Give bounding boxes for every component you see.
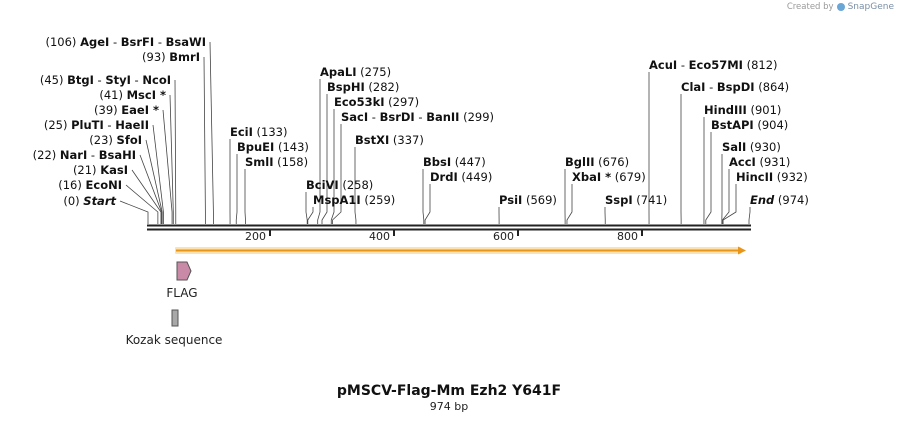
map-length-label: 974 bp (430, 400, 468, 413)
snapgene-credit: Created by SnapGene (787, 2, 894, 12)
site-leader-line (330, 109, 335, 224)
site-label-mspa1i[interactable]: MspA1I (259) (313, 193, 395, 207)
snapgene-logo-icon (836, 3, 845, 11)
tick-label-600: 600 (493, 230, 514, 243)
site-label-psii[interactable]: PsiI (569) (499, 193, 557, 207)
tick-label-200: 200 (245, 230, 266, 243)
credit-prefix: Created by (786, 2, 834, 12)
site-leader-line (145, 139, 163, 224)
site-leader-line (317, 79, 321, 224)
site-leader-line (162, 109, 173, 224)
site-label-acui[interactable]: AcuI - Eco57MI (812) (649, 58, 778, 72)
site-label-bbsi[interactable]: BbsI (447) (423, 155, 486, 169)
backbone (147, 224, 751, 231)
site-label-sspi[interactable]: SspI (741) (605, 193, 667, 207)
site-label-kasi[interactable]: (21) KasI (73, 163, 128, 177)
site-leader-line (722, 184, 737, 224)
site-label-eco53ki[interactable]: Eco53kI (297) (334, 95, 419, 109)
feature-label-flag: FLAG (166, 286, 197, 300)
site-label-hindiii[interactable]: HindIII (901) (704, 103, 781, 117)
site-label-msci[interactable]: (41) MscI * (99, 88, 166, 102)
credit-brand: SnapGene (847, 2, 894, 12)
site-leader-line (125, 184, 159, 224)
feature-kozak[interactable]: Kozak sequence (126, 309, 223, 347)
site-label-bstxi[interactable]: BstXI (337) (355, 133, 424, 147)
feature-label-kozak: Kozak sequence (126, 333, 223, 347)
scale-ticks: 200 400 600 800 (245, 230, 643, 243)
orf-arrowhead-icon (738, 246, 746, 255)
site-label-sfoi[interactable]: (23) SfoI (89, 133, 142, 147)
site-leader-line (566, 184, 573, 224)
site-label-ecii[interactable]: EciI (133) (230, 125, 288, 139)
site-label-saci[interactable]: SacI - BsrDI - BanII (299) (341, 110, 494, 124)
site-label-bpuei[interactable]: BpuEI (143) (237, 140, 309, 154)
site-label-sali[interactable]: SalI (930) (722, 140, 781, 154)
site-label-agei[interactable]: (106) AgeI - BsrFI - BsaWI (45, 35, 206, 49)
site-label-clai[interactable]: ClaI - BspDI (864) (681, 80, 789, 94)
site-leader-line (131, 169, 162, 224)
site-label-eaei[interactable]: (39) EaeI * (94, 103, 159, 117)
site-label-smli[interactable]: SmlI (158) (245, 155, 308, 169)
site-label-bcivi[interactable]: BciVI (258) (306, 178, 373, 192)
site-leader-line (424, 184, 431, 224)
site-leader-line (307, 207, 314, 224)
site-leader-line (748, 207, 751, 224)
site-label-drdi[interactable]: DrdI (449) (430, 170, 492, 184)
site-label-acci[interactable]: AccI (931) (729, 155, 790, 169)
site-leader-line (203, 56, 206, 224)
site-label-btgi[interactable]: (45) BtgI - StyI - NcoI (40, 73, 171, 87)
site-leader-line (139, 154, 162, 224)
site-leader-line (354, 147, 357, 224)
site-leader-line (174, 79, 177, 224)
site-leader-line (169, 94, 174, 224)
flag-feature-arrow-icon (176, 261, 192, 281)
site-leader-line (119, 200, 149, 224)
site-label-start[interactable]: (0) Start (63, 194, 116, 208)
site-leader-line (422, 169, 425, 224)
feature-flag[interactable]: FLAG (166, 261, 198, 300)
site-label-hincii[interactable]: HincII (932) (736, 170, 808, 184)
site-leader-line (705, 132, 712, 224)
site-leader-line (305, 192, 308, 224)
site-leader-line (722, 169, 730, 224)
site-leader-line (235, 154, 238, 224)
site-leader-line (209, 41, 214, 224)
site-leader-line (152, 124, 164, 224)
site-label-apali[interactable]: ApaLI (275) (320, 65, 391, 79)
site-leaders (119, 41, 751, 224)
site-labels: (0) Start (16) EcoNI(21) KasI(22) NarI - … (33, 35, 809, 208)
site-label-nari[interactable]: (22) NarI - BsaHI (33, 148, 136, 162)
site-label-bmri[interactable]: (93) BmrI (142, 50, 200, 64)
site-label-bstapi[interactable]: BstAPI (904) (711, 118, 788, 132)
site-label-end[interactable]: End (974) (750, 193, 809, 207)
site-label-bglii[interactable]: BglII (676) (565, 155, 629, 169)
site-label-pluti[interactable]: (25) PluTI - HaeII (44, 118, 149, 132)
site-leader-line (332, 124, 342, 224)
tick-label-400: 400 (369, 230, 390, 243)
site-leader-line (321, 94, 328, 224)
kozak-feature-box-icon (171, 309, 179, 327)
map-title: pMSCV-Flag-Mm Ezh2 Y641F (337, 383, 561, 399)
site-label-econi[interactable]: (16) EcoNI (58, 178, 122, 192)
tick-label-800: 800 (617, 230, 638, 243)
orf-arrow[interactable] (175, 246, 746, 255)
site-label-xbai[interactable]: XbaI * (679) (572, 170, 646, 184)
site-label-bsphi[interactable]: BspHI (282) (327, 80, 399, 94)
